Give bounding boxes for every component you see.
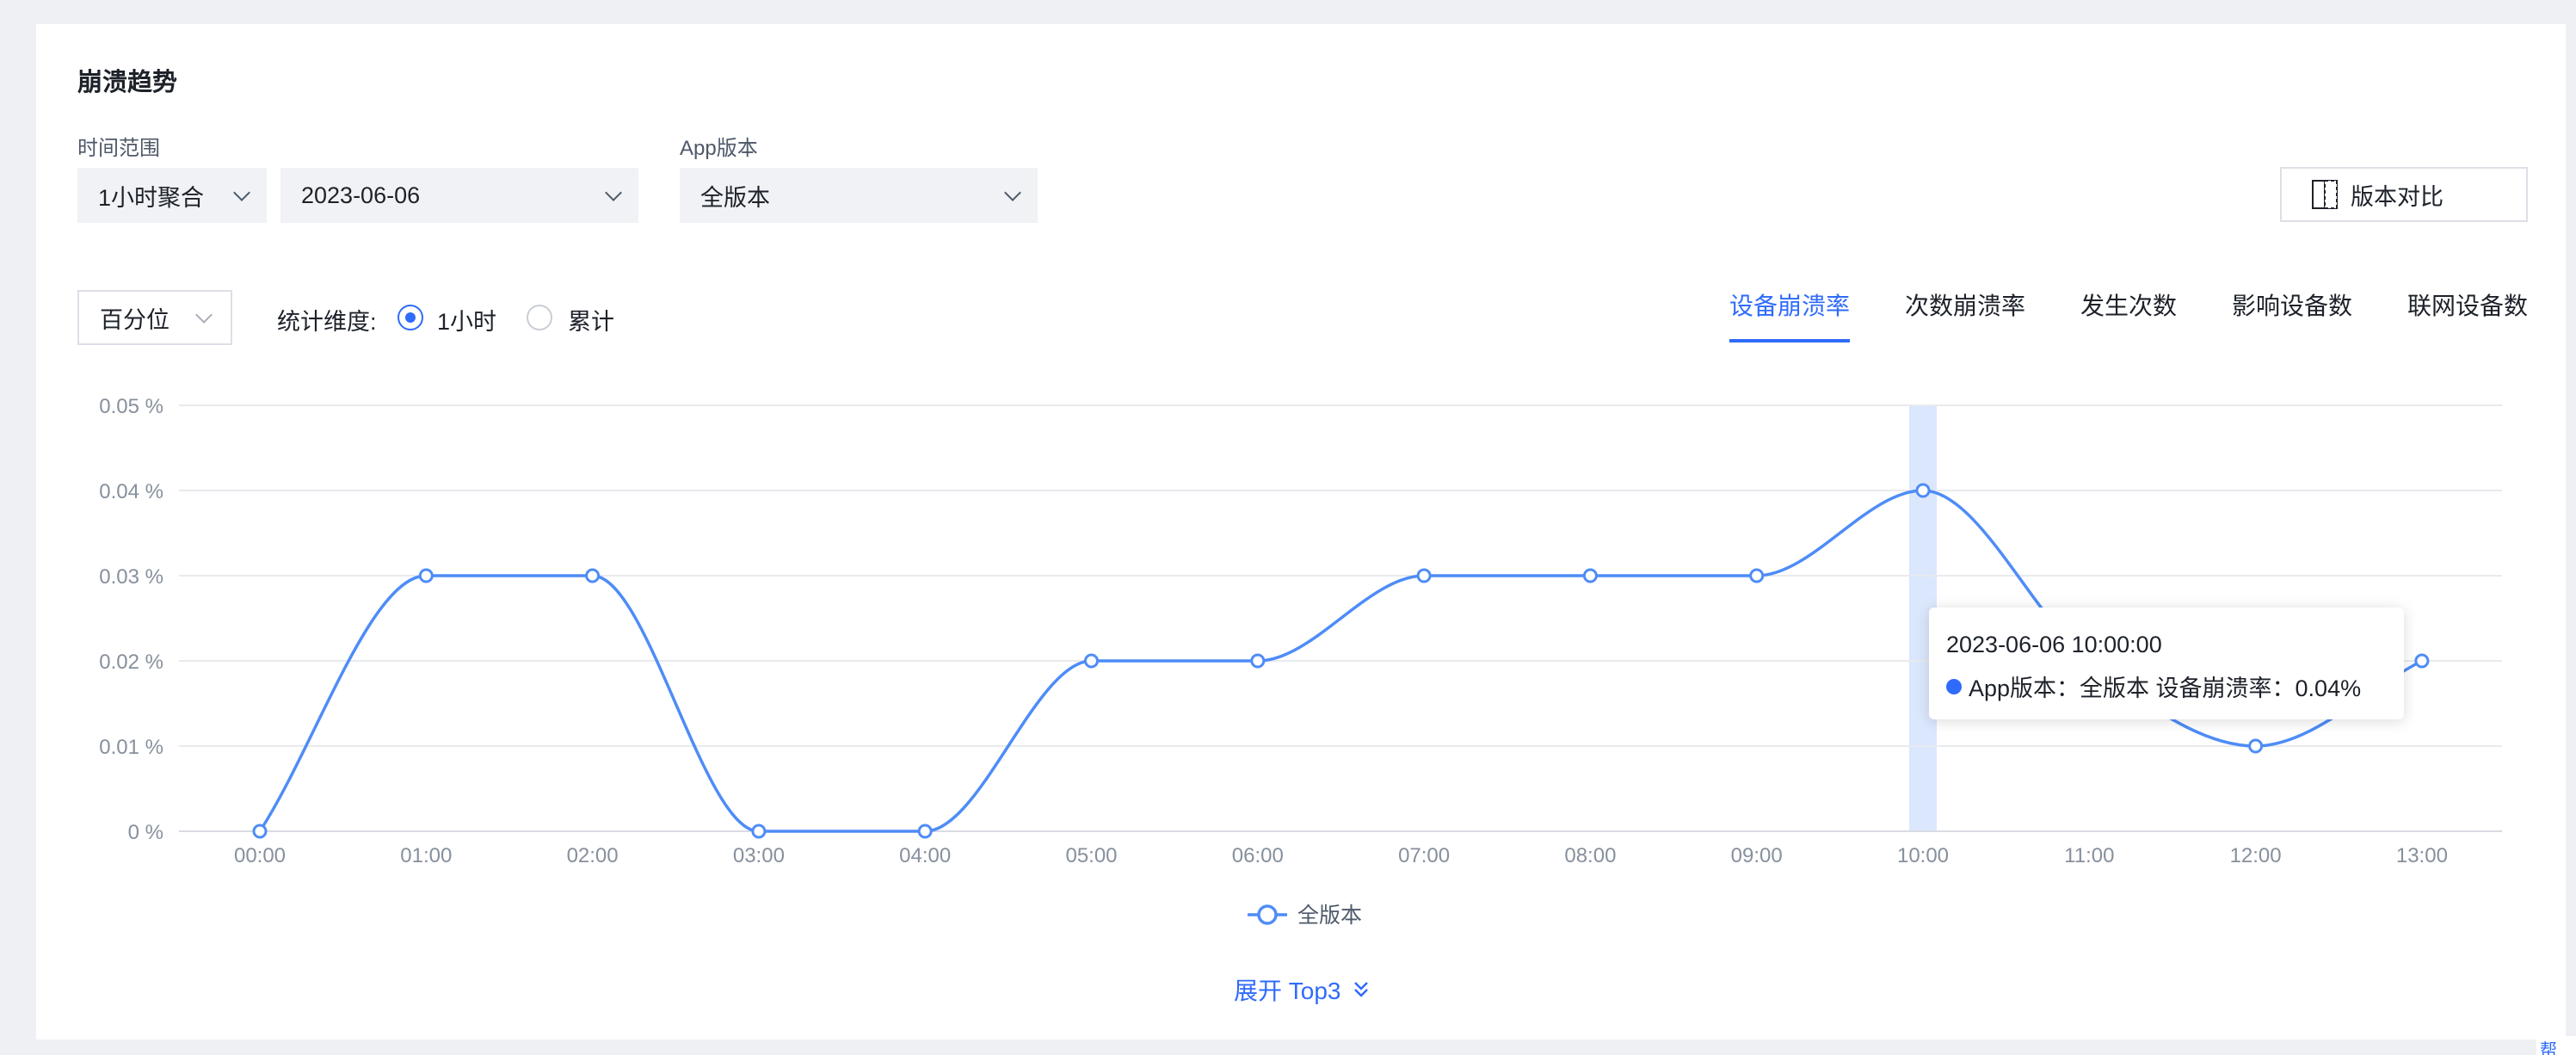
app-version-label: App版本 (680, 137, 758, 160)
x-tick-label: 03:00 (733, 844, 785, 867)
data-point (418, 568, 434, 583)
active-tab-indicator (1729, 339, 1850, 342)
percentile-value: 百分位 (100, 306, 169, 333)
data-point (1084, 653, 1099, 669)
dimension-label: 统计维度: (277, 309, 377, 335)
data-point (252, 824, 268, 839)
data-point (917, 824, 933, 839)
data-point (1416, 568, 1432, 583)
x-tick-label: 00:00 (234, 844, 286, 867)
x-tick-label: 04:00 (899, 844, 951, 867)
expand-top3-link[interactable]: 展开 Top3 (1234, 972, 1372, 1007)
x-tick-label: 08:00 (1564, 844, 1616, 867)
y-tick-label: 0.04 % (99, 480, 163, 503)
date-value: 2023-06-06 (301, 182, 421, 208)
x-tick-label: 13:00 (2396, 844, 2448, 867)
tab-device-crash-rate[interactable]: 设备崩溃率 (1729, 293, 1851, 319)
x-tick-label: 06:00 (1232, 844, 1284, 867)
chart-tooltip: 2023-06-06 10:00:00 App版本：全版本 设备崩溃率：0.04… (1929, 608, 2404, 719)
tooltip-time: 2023-06-06 10:00:00 (1946, 632, 2162, 657)
data-point (751, 824, 767, 839)
data-point (1915, 483, 1931, 498)
x-tick-label: 07:00 (1398, 844, 1450, 867)
x-tick-label: 12:00 (2230, 844, 2282, 867)
y-tick-label: 0.05 % (99, 395, 163, 418)
tab-count-crash-rate[interactable]: 次数崩溃率 (1905, 293, 2026, 319)
x-tick-label: 05:00 (1065, 844, 1117, 867)
version-compare-button[interactable]: 版本对比 (2280, 167, 2528, 222)
legend-label: 全版本 (1297, 904, 1362, 928)
x-tick-label: 09:00 (1731, 844, 1783, 867)
aggregation-select[interactable]: 1小时聚合 (77, 168, 267, 223)
x-tick-label: 01:00 (400, 844, 452, 867)
percentile-select[interactable]: 百分位 (77, 290, 232, 345)
series-dot-icon (1946, 678, 1962, 694)
tab-online-devices[interactable]: 联网设备数 (2407, 293, 2529, 319)
y-tick-label: 0.02 % (99, 651, 163, 674)
compare-label: 版本对比 (2351, 183, 2444, 210)
data-point (585, 568, 601, 583)
tab-affected-devices[interactable]: 影响设备数 (2232, 293, 2353, 319)
expand-top3-label: 展开 Top3 (1234, 978, 1341, 1004)
data-point (2248, 738, 2264, 754)
date-select[interactable]: 2023-06-06 (280, 168, 638, 223)
time-range-label: 时间范围 (77, 137, 160, 160)
data-point (1250, 653, 1266, 669)
app-version-value: 全版本 (700, 184, 770, 211)
y-tick-label: 0.03 % (99, 565, 163, 589)
compare-icon (2312, 180, 2338, 209)
tooltip-row: App版本：全版本 设备崩溃率：0.04% (1946, 669, 2361, 703)
y-tick-label: 0.01 % (99, 736, 163, 759)
tooltip-row-text: App版本：全版本 设备崩溃率：0.04% (1969, 676, 2362, 701)
double-chevron-down-icon (1353, 982, 1368, 997)
data-point (1749, 568, 1765, 583)
radio-cumulative-label: 累计 (568, 309, 614, 335)
aggregation-value: 1小时聚合 (98, 184, 205, 211)
legend-marker (1257, 904, 1278, 925)
x-tick-label: 10:00 (1897, 844, 1949, 867)
help-link[interactable]: 帮助 (2536, 1036, 2576, 1055)
panel-title: 崩溃趋势 (77, 69, 178, 96)
radio-1hour[interactable] (397, 305, 423, 330)
y-tick-label: 0 % (128, 821, 163, 844)
radio-1hour-label: 1小时 (437, 309, 497, 335)
x-tick-label: 11:00 (2064, 844, 2114, 867)
app-version-select[interactable]: 全版本 (680, 168, 1038, 223)
x-tick-label: 02:00 (567, 844, 619, 867)
radio-cumulative[interactable] (527, 305, 552, 330)
data-point (2414, 653, 2430, 669)
tab-occurrences[interactable]: 发生次数 (2080, 293, 2178, 319)
data-point (1582, 568, 1598, 583)
